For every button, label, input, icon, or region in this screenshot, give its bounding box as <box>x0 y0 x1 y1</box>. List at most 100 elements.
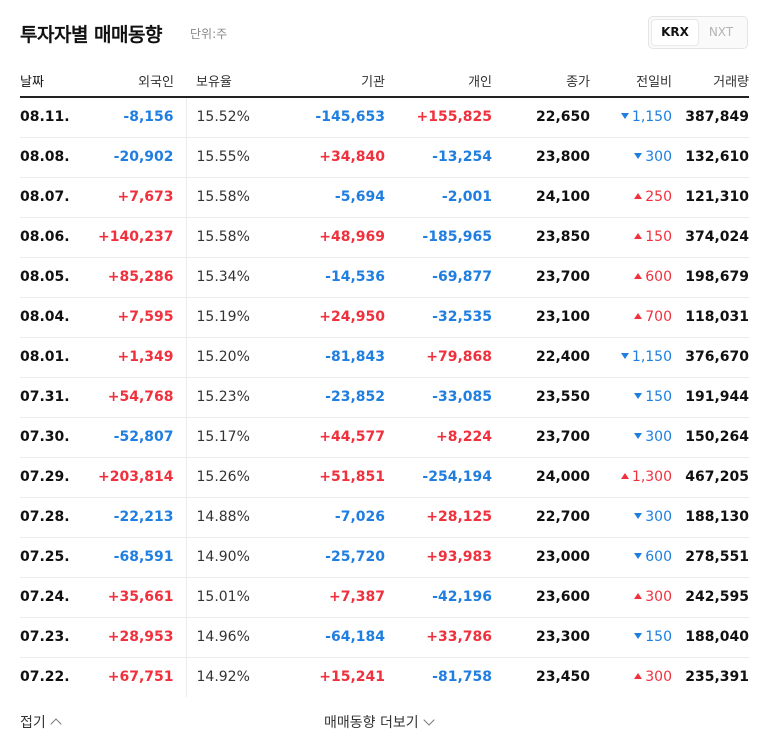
table-row: 07.25. -68,591 14.90% -25,720 +93,983 23,000 6… <box>20 537 749 578</box>
table-row: 07.31. +54,768 15.23% -23,852 -33,085 23,550 1… <box>20 377 749 418</box>
cell-close: 22,650 <box>492 97 590 138</box>
cell-institution: -25,720 <box>273 537 385 578</box>
cell-change: 1,300 <box>590 457 672 498</box>
cell-institution: -145,653 <box>273 97 385 138</box>
cell-holding: 15.19% <box>186 297 273 338</box>
column-header-change: 전일비 <box>590 64 672 98</box>
cell-foreign: +1,349 <box>72 337 187 378</box>
change-value: 300 <box>645 589 672 605</box>
cell-change: 300 <box>590 657 672 697</box>
triangle-down-icon <box>634 513 643 519</box>
more-trading-button[interactable]: 매매동향 더보기 <box>324 712 435 732</box>
cell-foreign: +35,661 <box>72 577 187 618</box>
cell-date: 07.28. <box>20 497 72 538</box>
table-row: 08.04. +7,595 15.19% +24,950 -32,535 23,100 70… <box>20 297 749 338</box>
cell-foreign: +85,286 <box>72 257 187 298</box>
cell-individual: -81,758 <box>432 669 492 686</box>
triangle-up-icon <box>634 313 643 319</box>
triangle-up-icon <box>634 273 643 279</box>
more-trading-label: 매매동향 더보기 <box>324 715 419 731</box>
table-row: 08.01. +1,349 15.20% -81,843 +79,868 22,400 1,… <box>20 337 749 378</box>
table-row: 08.11. -8,156 15.52% -145,653 +155,825 22,650… <box>20 97 749 138</box>
cell-close: 23,850 <box>492 217 590 258</box>
cell-institution: -23,852 <box>273 377 385 418</box>
cell-holding: 15.20% <box>186 337 273 378</box>
cell-change: 1,150 <box>590 97 672 138</box>
cell-close: 23,700 <box>492 417 590 458</box>
cell-close: 22,700 <box>492 497 590 538</box>
cell-individual: +93,983 <box>385 537 492 578</box>
cell-institution: +48,969 <box>273 217 385 258</box>
cell-institution: -14,536 <box>273 257 385 298</box>
cell-change: 150 <box>590 617 672 658</box>
table-row: 07.22. +67,751 14.92% +15,241 -81,758 23,450 3… <box>20 657 749 697</box>
market-tab-nxt[interactable]: NXT <box>708 25 734 39</box>
cell-individual: -2,001 <box>385 177 492 218</box>
market-toggle: KRX NXT <box>648 16 748 49</box>
change-value: 600 <box>645 269 672 285</box>
cell-date: 07.29. <box>20 457 72 498</box>
collapse-button[interactable]: 접기 <box>20 712 62 732</box>
triangle-down-icon <box>634 633 643 639</box>
change-value: 250 <box>645 189 672 205</box>
column-header-individual: 개인 <box>385 64 492 98</box>
cell-volume: 188,130 <box>672 497 749 538</box>
cell-change: 150 <box>590 377 672 418</box>
table-row: 08.08. -20,902 15.55% +34,840 -13,254 23,800 3… <box>20 137 749 178</box>
collapse-label: 접기 <box>20 715 46 731</box>
cell-change: 1,150 <box>590 337 672 378</box>
table-header: 날짜 외국인 보유율 기관 개인 종가 전일비 거래량 <box>20 64 749 98</box>
cell-holding: 15.58% <box>186 217 273 258</box>
cell-date: 08.08. <box>20 137 72 178</box>
table-row: 07.30. -52,807 15.17% +44,577 +8,224 23,700 30… <box>20 417 749 458</box>
triangle-up-icon <box>634 593 643 599</box>
cell-institution: -64,184 <box>273 617 385 658</box>
cell-institution: -7,026 <box>273 497 385 538</box>
triangle-down-icon <box>634 393 643 399</box>
cell-foreign: -68,591 <box>72 537 187 578</box>
cell-date: 07.24. <box>20 577 72 618</box>
triangle-down-icon <box>620 353 629 359</box>
cell-holding: 14.88% <box>186 497 273 538</box>
cell-holding: 15.01% <box>186 577 273 618</box>
change-value: 300 <box>645 149 672 165</box>
table-row: 08.07. +7,673 15.58% -5,694 -2,001 24,100 250 1… <box>20 177 749 218</box>
cell-date: 07.31. <box>20 377 72 418</box>
market-tab-krx[interactable]: KRX <box>652 20 698 45</box>
chevron-down-icon <box>422 714 435 726</box>
cell-individual: +155,825 <box>385 97 492 138</box>
cell-foreign: -22,213 <box>72 497 187 538</box>
cell-close: 23,000 <box>492 537 590 578</box>
cell-foreign: -8,156 <box>72 97 187 138</box>
cell-date: 08.04. <box>20 297 72 338</box>
cell-foreign: +67,751 <box>72 657 187 697</box>
cell-holding: 15.26% <box>186 457 273 498</box>
column-header-date: 날짜 <box>20 64 72 98</box>
triangle-up-icon <box>620 473 629 479</box>
cell-individual: -33,085 <box>385 377 492 418</box>
change-value: 150 <box>645 629 672 645</box>
cell-individual: -13,254 <box>385 137 492 178</box>
cell-holding: 15.23% <box>186 377 273 418</box>
change-value: 1,150 <box>631 349 672 365</box>
cell-volume: 118,031 <box>672 297 749 338</box>
cell-holding: 14.96% <box>186 617 273 658</box>
change-value: 150 <box>645 389 672 405</box>
cell-volume: 198,679 <box>672 257 749 298</box>
cell-close: 23,100 <box>492 297 590 338</box>
cell-change: 300 <box>590 137 672 178</box>
cell-institution: +7,387 <box>273 577 385 618</box>
cell-holding: 15.34% <box>186 257 273 298</box>
cell-institution: +34,840 <box>273 137 385 178</box>
cell-change: 600 <box>590 537 672 578</box>
cell-volume: 132,610 <box>672 137 749 178</box>
cell-foreign: -52,807 <box>72 417 187 458</box>
cell-date: 08.05. <box>20 257 72 298</box>
cell-close: 23,600 <box>492 577 590 618</box>
cell-institution: +51,851 <box>273 457 385 498</box>
change-value: 1,300 <box>631 469 672 485</box>
cell-date: 08.11. <box>20 97 72 138</box>
cell-volume: 242,595 <box>672 577 749 618</box>
table-row: 07.24. +35,661 15.01% +7,387 -42,196 23,600 30… <box>20 577 749 618</box>
cell-change: 300 <box>590 577 672 618</box>
